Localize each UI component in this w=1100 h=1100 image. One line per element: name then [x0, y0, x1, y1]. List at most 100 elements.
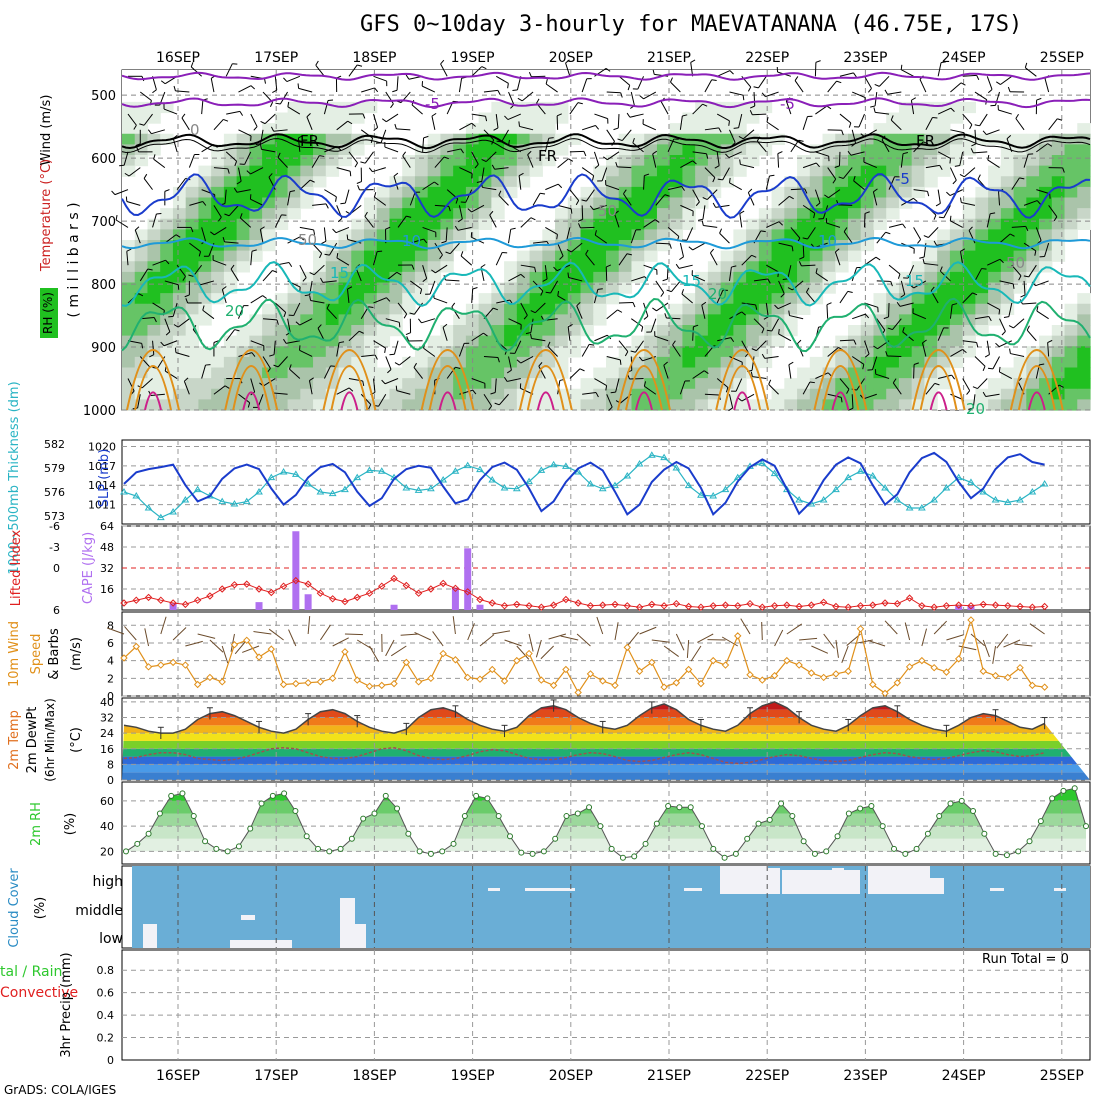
wind-barb-shaft — [1047, 342, 1050, 357]
wind-barb-flag — [539, 192, 546, 195]
axis-label-thickness-group: 1000~500mb Thickness (dm) — [7, 381, 22, 574]
wind-barb-shaft — [396, 390, 411, 395]
humidity-cell — [160, 399, 174, 411]
humidity-cell — [797, 399, 811, 411]
lifted-marker — [144, 593, 153, 602]
wind-speed-marker — [341, 648, 349, 656]
wind-barb-shaft — [863, 161, 877, 169]
humidity-cell — [962, 271, 976, 284]
lifted-marker — [255, 585, 263, 593]
wind-barb-shaft — [507, 378, 521, 382]
humidity-cell — [147, 303, 161, 315]
humidity-cell — [440, 356, 454, 369]
temp-tick-label: 40 — [100, 696, 114, 709]
wind-barb-shaft — [152, 302, 165, 311]
wind-barb-flag — [579, 368, 585, 372]
humidity-cell — [656, 240, 671, 252]
wind-barb-flag — [1057, 118, 1063, 121]
wind-barb-shaft — [1035, 280, 1049, 287]
humidity-cell — [211, 261, 225, 273]
wind-barb-shaft — [670, 81, 681, 93]
humidity-cell — [504, 325, 518, 337]
humidity-cell — [733, 229, 747, 241]
wind-barb-flag — [911, 97, 916, 101]
wind-barb-flag — [247, 402, 251, 408]
cape-bar — [967, 606, 975, 610]
wind-speed-marker — [513, 656, 521, 665]
wind-barb-shaft — [413, 367, 423, 379]
lifted-marker — [832, 602, 840, 611]
humidity-cell — [898, 335, 913, 347]
humidity-cell — [287, 399, 301, 411]
humidity-cell — [682, 186, 696, 199]
wind-barb-flag — [451, 302, 456, 308]
humidity-cell — [1000, 293, 1015, 305]
humidity-cell — [606, 250, 620, 262]
humidity-cell — [835, 208, 849, 220]
humidity-cell — [122, 367, 136, 379]
wind-barb-flag — [595, 392, 599, 398]
surface-wind-barb — [740, 618, 751, 635]
humidity-cell — [453, 367, 467, 379]
wind-barb-shaft — [422, 226, 436, 233]
humidity-cell — [746, 112, 760, 124]
wind-barb-flag — [923, 235, 929, 238]
humidity-cell — [376, 335, 391, 347]
wind-barb-shaft — [471, 332, 484, 342]
thickness-marker — [328, 489, 337, 497]
thickness-marker — [304, 480, 313, 487]
humidity-cell — [1077, 335, 1091, 347]
humidity-cell — [211, 399, 225, 411]
humidity-cell — [809, 388, 824, 400]
humidity-cell — [809, 282, 824, 294]
humidity-cell — [669, 346, 684, 358]
wind-barb-flag — [712, 202, 717, 208]
wind-speed-marker — [819, 673, 828, 682]
humidity-cell — [376, 208, 391, 220]
axis-label-temp2m: 2m Temp — [7, 710, 22, 770]
wind-barb-flag — [455, 366, 461, 369]
contour-minus5-low — [121, 173, 1091, 219]
humidity-cell — [567, 133, 582, 145]
humidity-cell — [758, 303, 773, 315]
wind-barb-flag — [933, 214, 937, 220]
humidity-cell — [1000, 378, 1015, 390]
wind-barb-shaft — [974, 268, 982, 282]
humidity-cell — [262, 208, 276, 220]
wind-barb-shaft — [1044, 243, 1050, 257]
humidity-cell — [516, 123, 531, 135]
wind-speed-marker — [144, 663, 153, 671]
humidity-cell — [160, 335, 174, 347]
wind-barb-shaft — [518, 175, 522, 190]
humidity-cell — [453, 176, 467, 188]
humidity-cell — [924, 325, 938, 337]
humidity-cell — [249, 208, 263, 220]
wind-barb-flag — [275, 102, 281, 105]
wind-barb-flag — [681, 289, 685, 295]
wind-barb-flag — [703, 370, 709, 374]
humidity-cell — [440, 165, 454, 177]
humidity-cell — [720, 367, 734, 379]
wind-barb-shaft — [545, 183, 559, 191]
warm-dome-contour — [322, 349, 377, 411]
humidity-cell — [873, 399, 887, 411]
humidity-cell — [631, 335, 645, 347]
humidity-cell — [529, 155, 543, 167]
humidity-cell — [122, 325, 136, 337]
humidity-cell — [848, 356, 862, 369]
wind-barb-shaft — [140, 316, 155, 320]
wind-barb-flag — [304, 294, 310, 297]
humidity-cell — [364, 356, 378, 369]
humidity-cell — [924, 282, 938, 294]
humidity-cell — [313, 303, 327, 315]
humidity-cell — [1064, 346, 1078, 358]
humidity-cell — [924, 303, 938, 315]
humidity-cell — [147, 293, 161, 305]
surface-wind-barb — [144, 628, 150, 647]
wind-barb-flag — [913, 197, 918, 202]
humidity-cell — [313, 133, 327, 145]
wind-barb-shaft — [766, 221, 780, 228]
humidity-cell — [1051, 250, 1066, 262]
surface-wind-barb — [106, 627, 125, 635]
wind-barb-shaft — [888, 223, 903, 228]
